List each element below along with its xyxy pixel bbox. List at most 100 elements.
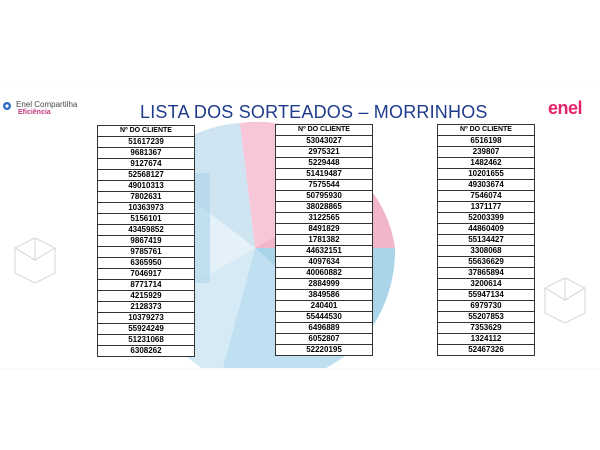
client-number-cell: 52220195 (275, 344, 373, 356)
client-number-cell: 37865894 (437, 267, 535, 279)
client-number-cell: 6052807 (275, 333, 373, 345)
table-row: 3200614 (437, 278, 535, 290)
table-row: 8491829 (275, 223, 373, 235)
table-row: 3849586 (275, 289, 373, 301)
table-row: 43459852 (97, 224, 195, 236)
table-row: 9127674 (97, 158, 195, 170)
client-number-cell: 3200614 (437, 278, 535, 290)
client-number-cell: 4097634 (275, 256, 373, 268)
client-number-cell: 6365950 (97, 257, 195, 269)
table-row: 6979730 (437, 300, 535, 312)
table-row: 37865894 (437, 267, 535, 279)
table-row: 2975321 (275, 146, 373, 158)
client-number-cell: 51617239 (97, 136, 195, 148)
table-row: 49303674 (437, 179, 535, 191)
client-number-cell: 3849586 (275, 289, 373, 301)
slide: Enel Compartilha Eficiência LISTA DOS SO… (0, 88, 600, 368)
table-row: 2128373 (97, 301, 195, 313)
column-header: Nº DO CLIENTE (275, 124, 373, 136)
client-number-cell: 7353629 (437, 322, 535, 334)
client-table-3: Nº DO CLIENTE 6516198 239807 1482462 102016… (437, 124, 535, 356)
enel-star-icon (3, 102, 11, 110)
logo-brand-text: Enel Compartilha (16, 100, 78, 109)
client-number-cell: 8491829 (275, 223, 373, 235)
table-row: 52003399 (437, 212, 535, 224)
table-row: 51617239 (97, 136, 195, 148)
client-number-cell: 1371177 (437, 201, 535, 213)
client-number-cell: 49303674 (437, 179, 535, 191)
client-number-cell: 49010313 (97, 180, 195, 192)
logo-sub-text: Eficiência (18, 109, 51, 116)
page-title: LISTA DOS SORTEADOS – MORRINHOS (140, 102, 488, 122)
client-number-cell: 9681367 (97, 147, 195, 159)
table-row: 9681367 (97, 147, 195, 159)
client-number-cell: 2975321 (275, 146, 373, 158)
client-number-cell: 5229448 (275, 157, 373, 169)
table-row: 38028865 (275, 201, 373, 213)
client-number-cell: 1482462 (437, 157, 535, 169)
client-number-cell: 52568127 (97, 169, 195, 181)
table-row: 55134427 (437, 234, 535, 246)
client-number-cell: 55207853 (437, 311, 535, 323)
client-number-cell: 44860409 (437, 223, 535, 235)
client-number-cell: 44632151 (275, 245, 373, 257)
table-row: 52568127 (97, 169, 195, 181)
client-number-cell: 7046917 (97, 268, 195, 280)
table-row: 7353629 (437, 322, 535, 334)
column-header: Nº DO CLIENTE (437, 124, 535, 136)
table-row: 5229448 (275, 157, 373, 169)
client-number-cell: 9127674 (97, 158, 195, 170)
client-number-cell: 9867419 (97, 235, 195, 247)
table-row: 3308068 (437, 245, 535, 257)
client-number-cell: 55924249 (97, 323, 195, 335)
client-number-cell: 55444530 (275, 311, 373, 323)
table-row: 9785761 (97, 246, 195, 258)
table-row: 7575544 (275, 179, 373, 191)
table-row: 52220195 (275, 344, 373, 356)
table-row: 7046917 (97, 268, 195, 280)
client-number-cell: 10379273 (97, 312, 195, 324)
client-number-cell: 52003399 (437, 212, 535, 224)
client-number-cell: 7546074 (437, 190, 535, 202)
table-row: 1482462 (437, 157, 535, 169)
table-row: 3122565 (275, 212, 373, 224)
client-number-cell: 2884999 (275, 278, 373, 290)
table-row: 6308262 (97, 345, 195, 357)
table-row: 55947134 (437, 289, 535, 301)
client-number-cell: 40060882 (275, 267, 373, 279)
client-number-cell: 8771714 (97, 279, 195, 291)
client-number-cell: 6516198 (437, 135, 535, 147)
client-number-cell: 239807 (437, 146, 535, 158)
client-number-cell: 10363973 (97, 202, 195, 214)
table-row: 239807 (437, 146, 535, 158)
table-row: 55924249 (97, 323, 195, 335)
table-row: 9867419 (97, 235, 195, 247)
table-row: 40060882 (275, 267, 373, 279)
table-row: 1371177 (437, 201, 535, 213)
table-row: 4097634 (275, 256, 373, 268)
client-number-cell: 9785761 (97, 246, 195, 258)
table-row: 10379273 (97, 312, 195, 324)
client-number-cell: 3122565 (275, 212, 373, 224)
table-row: 55636629 (437, 256, 535, 268)
table-row: 1781382 (275, 234, 373, 246)
client-number-cell: 10201655 (437, 168, 535, 180)
table-row: 51419487 (275, 168, 373, 180)
table-row: 52467326 (437, 344, 535, 356)
table-row: 7546074 (437, 190, 535, 202)
table-row: 44632151 (275, 245, 373, 257)
table-row: 55207853 (437, 311, 535, 323)
client-number-cell: 6496889 (275, 322, 373, 334)
table-row: 8771714 (97, 279, 195, 291)
table-row: 53043027 (275, 135, 373, 147)
client-number-cell: 51231068 (97, 334, 195, 346)
table-row: 4215929 (97, 290, 195, 302)
enel-compartilha-logo: Enel Compartilha Eficiência (3, 100, 78, 117)
table-row: 49010313 (97, 180, 195, 192)
client-number-cell: 43459852 (97, 224, 195, 236)
table-row: 6052807 (275, 333, 373, 345)
enel-logo: enel (548, 98, 583, 118)
client-number-cell: 55636629 (437, 256, 535, 268)
table-row: 240401 (275, 300, 373, 312)
client-number-cell: 7575544 (275, 179, 373, 191)
